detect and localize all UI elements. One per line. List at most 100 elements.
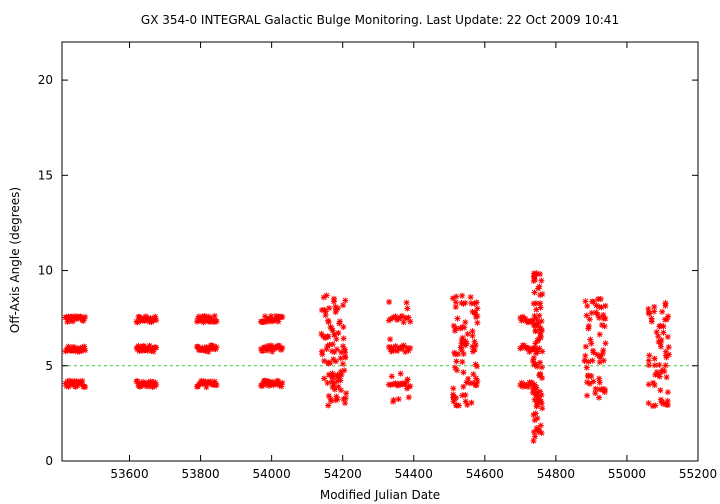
data-point bbox=[658, 369, 665, 376]
data-point bbox=[320, 333, 327, 340]
data-point bbox=[596, 375, 603, 382]
data-point bbox=[537, 326, 544, 333]
data-point bbox=[664, 389, 671, 396]
data-point bbox=[471, 338, 478, 345]
data-point bbox=[279, 344, 286, 351]
data-point bbox=[662, 316, 669, 323]
data-point bbox=[453, 367, 460, 374]
data-point bbox=[532, 328, 539, 335]
data-point bbox=[398, 345, 405, 352]
data-point bbox=[588, 309, 595, 316]
data-point bbox=[82, 384, 89, 391]
data-point bbox=[645, 362, 652, 369]
data-point bbox=[665, 351, 672, 358]
data-point bbox=[452, 299, 459, 306]
data-point bbox=[598, 304, 605, 311]
data-point bbox=[318, 348, 325, 355]
data-point bbox=[153, 344, 160, 351]
data-point bbox=[325, 402, 332, 409]
data-point bbox=[460, 369, 467, 376]
data-point bbox=[213, 382, 220, 389]
x-tick-label: 55200 bbox=[679, 467, 717, 481]
data-point bbox=[535, 319, 542, 326]
data-point bbox=[600, 311, 607, 318]
data-point bbox=[390, 396, 397, 403]
data-point bbox=[469, 348, 476, 355]
data-point bbox=[405, 394, 412, 401]
data-point bbox=[582, 298, 589, 305]
data-point bbox=[646, 352, 653, 359]
data-point bbox=[455, 351, 462, 358]
data-point bbox=[387, 336, 394, 343]
data-point bbox=[589, 357, 596, 364]
data-point bbox=[536, 372, 543, 379]
data-point bbox=[532, 410, 539, 417]
data-point bbox=[332, 303, 339, 310]
x-tick-label: 54000 bbox=[253, 467, 291, 481]
data-point bbox=[450, 385, 457, 392]
data-point bbox=[341, 353, 348, 360]
data-point bbox=[399, 312, 406, 319]
data-point bbox=[532, 384, 539, 391]
data-point bbox=[469, 328, 476, 335]
data-point bbox=[211, 312, 218, 319]
data-point bbox=[535, 285, 542, 292]
data-point bbox=[662, 300, 669, 307]
data-point bbox=[596, 379, 603, 386]
data-point bbox=[584, 302, 591, 309]
data-point bbox=[330, 298, 337, 305]
data-point bbox=[473, 299, 480, 306]
y-tick-label: 0 bbox=[45, 454, 53, 468]
y-tick-label: 5 bbox=[45, 359, 53, 373]
data-point bbox=[153, 381, 160, 388]
data-point bbox=[474, 378, 481, 385]
data-point bbox=[275, 318, 282, 325]
data-point bbox=[534, 402, 541, 409]
data-point bbox=[536, 312, 543, 319]
data-point bbox=[592, 385, 599, 392]
data-point bbox=[400, 342, 407, 349]
data-point bbox=[339, 360, 346, 367]
data-point bbox=[583, 312, 590, 319]
x-tick-label: 54600 bbox=[466, 467, 504, 481]
data-point bbox=[645, 381, 652, 388]
data-point bbox=[335, 383, 342, 390]
data-point bbox=[590, 378, 597, 385]
x-tick-label: 54400 bbox=[395, 467, 433, 481]
data-point bbox=[407, 344, 414, 351]
axis-ticks: 53600 53800 54000 54200 54400 54600 54800 55000… bbox=[38, 42, 717, 481]
data-point bbox=[325, 360, 332, 367]
data-point bbox=[326, 305, 333, 312]
data-point bbox=[340, 323, 347, 330]
data-point bbox=[394, 382, 401, 389]
data-point bbox=[403, 299, 410, 306]
data-point bbox=[585, 373, 592, 380]
data-point bbox=[587, 336, 594, 343]
data-point bbox=[279, 313, 286, 320]
data-point bbox=[652, 371, 659, 378]
data-point bbox=[262, 313, 269, 320]
data-point bbox=[657, 396, 664, 403]
data-point bbox=[646, 309, 653, 316]
data-point bbox=[538, 364, 545, 371]
data-point bbox=[532, 361, 539, 368]
data-point bbox=[329, 378, 336, 385]
data-point bbox=[473, 314, 480, 321]
data-point bbox=[341, 400, 348, 407]
data-point bbox=[651, 362, 658, 369]
data-point bbox=[597, 295, 604, 302]
data-point bbox=[648, 315, 655, 322]
data-point bbox=[531, 396, 538, 403]
data-point bbox=[329, 373, 336, 380]
data-point bbox=[395, 396, 402, 403]
data-point bbox=[334, 378, 341, 385]
data-point bbox=[590, 347, 597, 354]
data-point bbox=[592, 390, 599, 397]
data-point bbox=[651, 382, 658, 389]
data-point bbox=[461, 324, 468, 331]
data-point bbox=[583, 364, 590, 371]
data-point bbox=[656, 323, 663, 330]
data-point bbox=[596, 353, 603, 360]
data-point bbox=[584, 392, 591, 399]
data-point bbox=[451, 395, 458, 402]
